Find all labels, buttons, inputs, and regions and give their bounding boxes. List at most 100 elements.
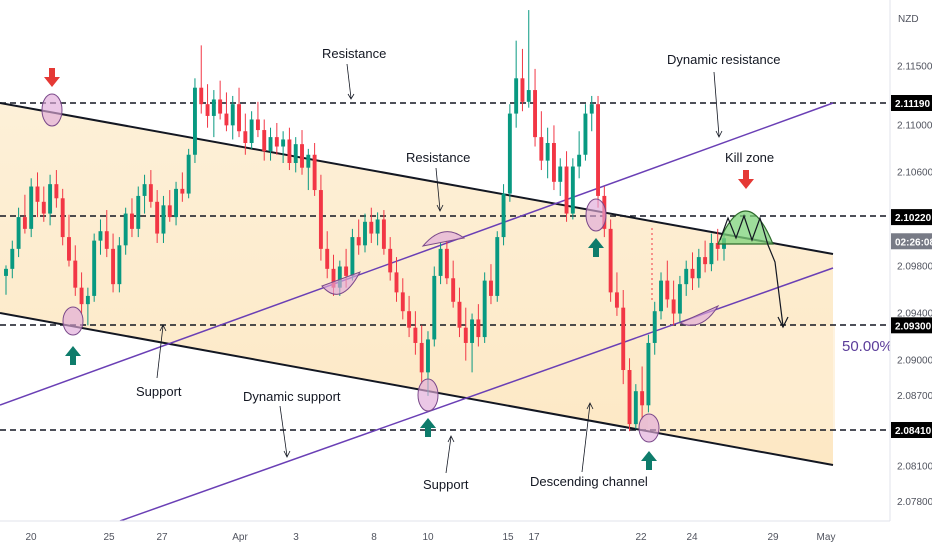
price-scale[interactable]: NZD 2.115002.110002.106002.102002.098002… — [889, 0, 932, 550]
candle-body — [130, 213, 134, 229]
candle-body — [659, 280, 663, 312]
date-tick-label: 20 — [25, 532, 37, 543]
touch-marker — [585, 198, 607, 232]
candle-body — [476, 319, 481, 338]
label-resistance-top: Resistance — [322, 46, 386, 61]
candle-body — [400, 292, 405, 312]
fib-zone — [648, 325, 835, 430]
candle-body — [419, 342, 424, 373]
candle-body — [489, 280, 493, 296]
candle-body — [551, 142, 556, 182]
candle-body — [98, 231, 103, 241]
candle-body — [432, 275, 437, 340]
label-support-left: Support — [136, 384, 182, 399]
price-tick-label: 2.10600 — [897, 167, 932, 178]
price-tick-label: 2.09000 — [897, 356, 932, 367]
candle-body — [230, 104, 235, 126]
candle-body — [268, 137, 273, 152]
candle-body — [627, 370, 632, 425]
date-tick-label: 22 — [635, 532, 647, 543]
candle-body — [218, 99, 223, 114]
date-tick-label: 3 — [293, 532, 299, 543]
arc-marker — [421, 231, 466, 247]
label-fib-level: 50.00% — [842, 338, 893, 355]
candle-body — [325, 248, 330, 269]
dynamic-resistance-line[interactable] — [0, 102, 834, 406]
price-tick-label: 2.11000 — [897, 120, 932, 131]
candle-body — [10, 248, 15, 269]
date-tick-label: 17 — [528, 532, 540, 543]
date-tick-label: 8 — [371, 532, 377, 543]
candle-body — [495, 237, 500, 296]
candle-body — [337, 266, 342, 288]
label-dynamic-support: Dynamic support — [243, 389, 341, 404]
price-label-box — [891, 317, 932, 334]
plot-area[interactable]: Resistance Resistance Dynamic resistance… — [0, 10, 893, 521]
label-dynamic-resistance: Dynamic resistance — [667, 52, 780, 67]
candle-body — [444, 248, 449, 279]
candle-body — [117, 245, 122, 285]
candle-body — [438, 248, 443, 276]
candle-body — [539, 137, 544, 161]
arc-marker — [321, 271, 362, 295]
candles-group — [4, 10, 726, 432]
price-label-box — [891, 233, 932, 250]
price-label-box — [891, 95, 932, 111]
price-tick-label: 2.07800 — [897, 497, 932, 508]
price-label: 2.08410 — [895, 426, 932, 437]
candle-body — [501, 193, 506, 238]
candle-body — [520, 78, 525, 102]
touch-marker — [62, 306, 84, 336]
candle-body — [621, 307, 626, 371]
candle-body — [507, 113, 512, 194]
candle-body — [180, 188, 185, 194]
candle-body — [577, 154, 582, 167]
time-scale[interactable]: 20 25 27 Apr 3 8 10 15 17 22 24 29 May — [0, 520, 932, 550]
candle-body — [161, 205, 166, 234]
candle-body — [79, 287, 84, 305]
channel-lower-line[interactable] — [0, 312, 834, 466]
candle-body — [677, 284, 682, 314]
annotation-pointers — [156, 63, 723, 474]
touch-marker — [417, 378, 439, 412]
label-kill-zone: Kill zone — [725, 150, 774, 165]
candle-body — [696, 257, 701, 279]
candle-body — [331, 268, 336, 288]
candle-body — [148, 184, 153, 202]
candle-body — [192, 87, 197, 155]
candle-body — [381, 219, 386, 249]
red-arrow-down — [738, 170, 754, 189]
label-support-bottom: Support — [423, 477, 469, 492]
touch-marker — [638, 413, 660, 443]
channel-upper-line[interactable] — [0, 102, 834, 255]
candle-body — [394, 272, 399, 293]
candle-body — [545, 142, 550, 161]
candle-body — [167, 205, 172, 218]
candle-body — [224, 113, 229, 126]
date-tick-label: 10 — [422, 532, 434, 543]
price-tick-label: 2.08100 — [897, 461, 932, 472]
candle-body — [300, 144, 304, 168]
candle-body — [142, 184, 147, 196]
candle-body — [16, 217, 21, 249]
candle-body — [281, 139, 286, 147]
candle-body — [312, 154, 317, 191]
candle-body — [211, 99, 216, 116]
candle-body — [703, 257, 708, 265]
candle-body — [287, 139, 292, 163]
projection-path — [719, 214, 784, 327]
candle-body — [29, 186, 34, 229]
candle-body — [344, 266, 349, 276]
currency-label: NZD — [898, 14, 919, 25]
candle-body — [243, 131, 248, 143]
candle-body — [558, 166, 563, 182]
candle-body — [85, 295, 90, 305]
date-tick-label: May — [817, 532, 836, 543]
candle-body — [388, 248, 393, 273]
candle-body — [614, 292, 619, 308]
price-label: 2.09300 — [895, 321, 932, 332]
arc-marker — [678, 304, 720, 326]
candle-body — [608, 228, 613, 293]
price-label: 02:26:08 — [895, 237, 932, 248]
